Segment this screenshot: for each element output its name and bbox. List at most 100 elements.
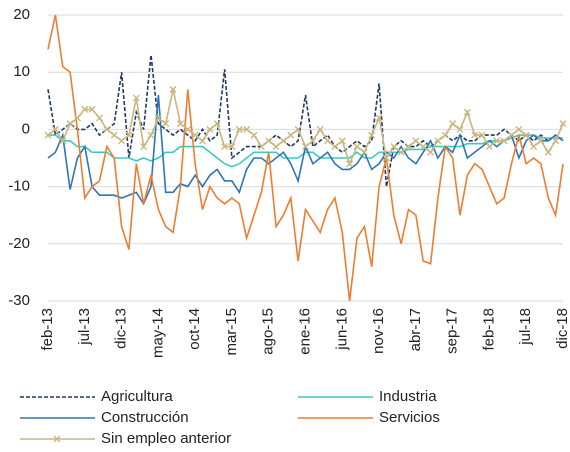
y-tick-label: -20 [8,235,30,252]
marker [405,143,412,151]
marker [324,137,332,145]
x-tick-label: ago-15 [260,308,277,355]
x-tick-label: sep-17 [444,308,461,354]
x-tick-label: may-14 [149,308,166,358]
marker [412,137,420,145]
marker [427,148,435,156]
marker [530,143,538,151]
marker [243,125,251,133]
marker [346,160,354,168]
marker [368,131,376,139]
legend-label: Industria [379,388,437,405]
marker [360,148,368,156]
marker [265,137,273,145]
marker [191,131,199,139]
series-line [47,14,564,302]
marker [441,131,449,139]
x-tick-label: abr-17 [407,308,424,351]
marker [434,137,442,145]
marker [294,125,302,133]
marker [287,131,295,139]
marker [478,131,486,139]
marker [169,85,177,93]
y-tick-label: 20 [13,6,30,23]
y-tick-label: -10 [8,178,30,195]
legend-marker [53,435,61,443]
x-tick-label: dic-18 [554,308,570,349]
x-tick-label: jul-18 [517,308,534,346]
marker [485,143,493,151]
legend-label: Servicios [379,409,440,426]
y-tick-label: -30 [8,292,30,309]
marker [390,143,398,151]
marker [184,125,192,133]
x-tick-label: jun-16 [333,308,350,351]
series-line [47,54,564,187]
marker [515,125,523,133]
x-tick-label: feb-13 [39,308,56,351]
marker [508,131,515,139]
series-line [47,95,564,206]
marker [544,148,552,156]
marker [176,120,184,128]
marker [463,108,471,116]
marker [103,125,111,133]
marker [397,148,405,156]
marker [213,120,221,128]
x-tick-label: oct-14 [186,308,203,350]
marker [81,105,89,113]
legend-label: Agricultura [101,388,173,405]
marker [88,105,96,113]
marker [132,94,140,102]
marker [522,131,530,139]
marker [199,137,206,145]
series-line [48,134,563,168]
marker [552,137,560,145]
marker [456,125,464,133]
marker [140,143,148,151]
marker [382,154,390,162]
marker [73,114,81,122]
legend-label: Construcción [101,409,189,426]
marker [419,143,427,151]
marker [316,125,324,133]
marker [66,120,74,128]
marker [44,131,52,139]
x-tick-label: ene-16 [296,308,313,355]
marker [449,120,457,128]
marker [96,114,103,122]
y-tick-label: 0 [22,120,30,137]
x-tick-label: jul-13 [76,308,93,346]
marker [162,120,170,128]
marker [375,114,383,122]
marker [331,143,339,151]
marker [302,143,309,151]
marker [221,143,229,151]
marker [309,137,317,145]
x-tick-label: feb-18 [480,308,497,351]
marker [338,137,346,145]
marker [493,137,501,145]
legend-label: Sin empleo anterior [101,430,231,447]
marker [559,120,567,128]
marker [51,125,59,133]
x-tick-label: dic-13 [113,308,130,349]
marker [147,131,155,139]
marker [279,137,287,145]
marker [154,114,162,122]
marker [353,143,361,151]
marker [235,125,243,133]
marker [59,137,67,145]
x-tick-label: nov-16 [370,308,387,354]
marker [272,143,280,151]
marker [257,143,265,151]
marker [250,131,258,139]
marker [110,131,118,139]
marker [125,131,133,139]
marker [118,137,126,145]
marker [537,137,545,145]
y-tick-label: 10 [13,63,30,80]
marker [206,125,214,133]
x-tick-label: mar-15 [223,308,240,356]
